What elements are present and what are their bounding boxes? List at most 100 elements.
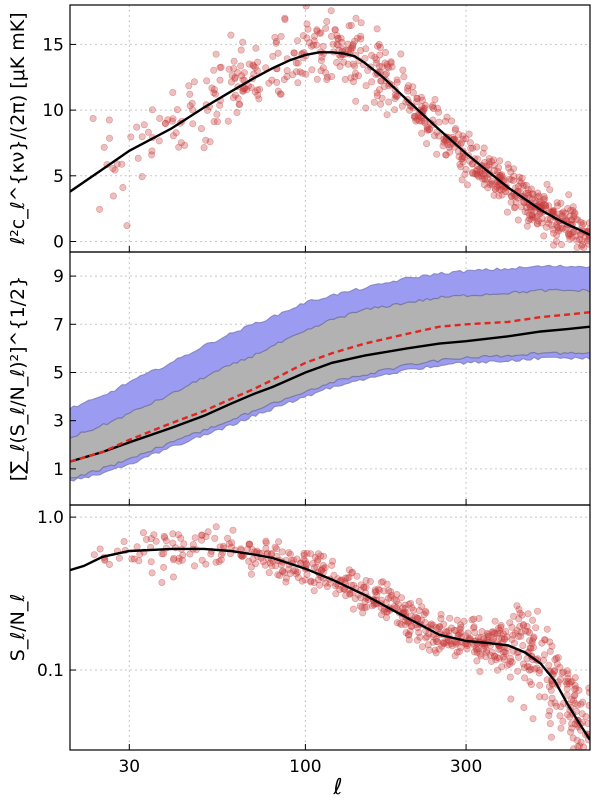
scatter-point [231, 91, 239, 99]
scatter-point [347, 44, 355, 52]
scatter-point [392, 597, 400, 605]
scatter-point [405, 631, 413, 639]
scatter-point [394, 600, 402, 608]
scatter-point [332, 590, 340, 598]
plot-area [70, 5, 590, 252]
scatter-point [401, 621, 409, 629]
scatter-point [569, 207, 577, 215]
scatter-point [398, 102, 406, 110]
scatter-point [582, 251, 585, 252]
scatter-point [317, 29, 325, 37]
scatter-point [522, 204, 530, 212]
scatter-point [412, 117, 420, 125]
scatter-point [319, 42, 327, 50]
scatter-point [371, 588, 379, 596]
scatter-point [279, 568, 287, 576]
scatter-point [314, 550, 322, 558]
panel-frame [69, 4, 591, 253]
scatter-point [462, 135, 470, 143]
scatter-point [544, 216, 552, 224]
scatter-point [331, 26, 339, 34]
scatter-point [189, 120, 197, 128]
scatter-point [387, 593, 395, 601]
scatter-point [495, 626, 503, 634]
series-line-model-curve [70, 547, 590, 741]
scatter-point [249, 61, 257, 69]
scatter-point [302, 5, 310, 10]
scatter-point [283, 67, 291, 75]
scatter-point [206, 138, 214, 146]
scatter-point [470, 615, 478, 623]
scatter-point [502, 649, 510, 657]
scatter-point [546, 707, 554, 715]
scatter-point [385, 64, 393, 72]
scatter-point [507, 168, 515, 176]
scatter-point [563, 685, 571, 693]
scatter-point [268, 76, 276, 84]
scatter-point [534, 189, 542, 197]
scatter-point [525, 663, 533, 671]
scatter-point [480, 144, 488, 152]
scatter-point [229, 526, 237, 534]
scatter-point [465, 130, 473, 138]
scatter-point [478, 627, 486, 635]
scatter-point [569, 203, 577, 211]
scatter-point [106, 560, 114, 568]
scatter-point [307, 577, 315, 585]
scatter-point [401, 604, 409, 612]
scatter-point [566, 713, 574, 721]
scatter-point [506, 673, 514, 681]
scatter-point [382, 614, 390, 622]
scatter-point [217, 551, 225, 559]
scatter-point [349, 42, 357, 50]
scatter-point [493, 666, 501, 674]
scatter-point [113, 160, 121, 168]
scatter-point [351, 73, 359, 81]
scatter-point [237, 46, 245, 54]
scatter-point [336, 62, 344, 70]
scatter-point [556, 712, 564, 720]
scatter-point [228, 539, 236, 547]
x-tick-label: 300 [450, 757, 482, 777]
scatter-point [393, 76, 401, 84]
scatter-point [169, 89, 177, 97]
scatter-point [553, 199, 561, 207]
scatter-point [282, 578, 290, 586]
scatter-point [310, 563, 318, 571]
scatter-point [580, 244, 588, 252]
scatter-point [524, 627, 532, 635]
scatter-point [361, 597, 369, 605]
scatter-point [198, 531, 206, 539]
scatter-point [528, 212, 536, 220]
panel-bottom: 0.1 1.0 30 100 300 ℓ S_ℓ/N_ℓ [7, 504, 591, 800]
scatter-point [342, 592, 350, 600]
scatter-point [554, 224, 562, 232]
scatter-point [397, 594, 405, 602]
scatter-point [484, 631, 492, 639]
scatter-point [486, 651, 494, 659]
scatter-point [138, 133, 146, 141]
series-line-red-dashed [70, 311, 590, 463]
scatter-point [549, 208, 557, 216]
scatter-point [430, 105, 438, 113]
x-tick-label: 100 [289, 757, 321, 777]
scatter-point [498, 171, 506, 179]
scatter-point [228, 72, 236, 80]
scatter-point [147, 558, 155, 566]
scatter-point [578, 236, 586, 244]
scatter-point [536, 666, 544, 674]
scatter-point [556, 225, 564, 233]
scatter-point [568, 720, 576, 728]
scatter-point [292, 570, 300, 578]
scatter-point [292, 68, 300, 76]
scatter-point [456, 625, 464, 633]
scatter-point [213, 118, 221, 126]
scatter-point [435, 645, 443, 653]
scatter-point [419, 105, 427, 113]
scatter-point [329, 557, 337, 565]
series-line-black-solid [70, 325, 590, 463]
x-tick-label: 30 [118, 757, 140, 777]
scatter-point [435, 108, 443, 116]
scatter-point [528, 215, 536, 223]
scatter-point [340, 58, 348, 66]
